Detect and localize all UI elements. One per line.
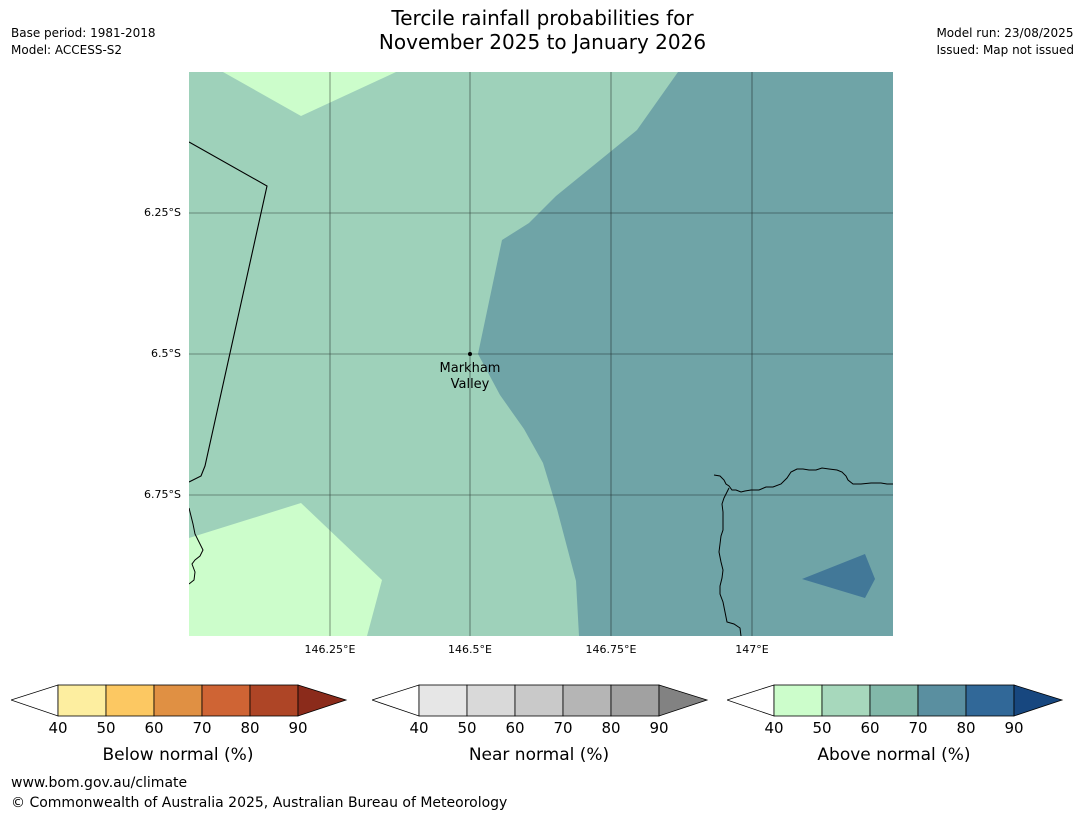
- colorbar-below-segment: [153, 684, 203, 717]
- colorbar-above-segment: [917, 684, 967, 717]
- map-panel: Markham Valley: [188, 72, 893, 637]
- colorbar-near-tick: 40: [409, 719, 429, 737]
- colorbar-near-segment: [418, 684, 468, 717]
- colorbar-above-segment: [821, 684, 871, 717]
- region-above-70-80: [802, 554, 875, 598]
- colorbar-above-tick: 40: [764, 719, 784, 737]
- colorbar-above-tick: 60: [860, 719, 880, 737]
- lat-label-6-75: 6.75°S: [144, 488, 181, 501]
- colorbar-near-tick: 80: [601, 719, 621, 737]
- colorbar-near-segment: [514, 684, 564, 717]
- header-left: Base period: 1981-2018 Model: ACCESS-S2: [11, 25, 156, 59]
- colorbar-above-label: Above normal (%): [817, 745, 971, 765]
- coastline-east: [713, 467, 893, 493]
- colorbar-below-segment: [105, 684, 155, 717]
- colorbar-above-segment: [965, 684, 1015, 717]
- colorbar-near-tick: 90: [649, 719, 669, 737]
- lon-label-146-25: 146.25°E: [304, 643, 356, 656]
- colorbar-below-tick: 40: [48, 719, 68, 737]
- colorbar-below-segment: [201, 684, 251, 717]
- colorbar-above-graphic: [725, 684, 1064, 717]
- colorbar-above-over-arrow: [1013, 684, 1064, 717]
- lat-label-6-25: 6.25°S: [144, 206, 181, 219]
- region-above-40-50-north: [223, 72, 396, 116]
- place-label-line-1: Markham: [440, 361, 501, 376]
- colorbar-above-tick: 80: [956, 719, 976, 737]
- header-right: Model run: 23/08/2025 Issued: Map not is…: [936, 25, 1074, 59]
- colorbar-near: [370, 684, 712, 720]
- footer-copyright: © Commonwealth of Australia 2025, Austra…: [11, 795, 508, 811]
- lon-label-146-5: 146.5°E: [448, 643, 492, 656]
- colorbar-above-tick: 90: [1004, 719, 1024, 737]
- map-canvas: Markham Valley: [188, 72, 893, 637]
- colorbar-below-tick: 80: [240, 719, 260, 737]
- colorbar-below-label: Below normal (%): [102, 745, 254, 765]
- title-line-2: November 2025 to January 2026: [378, 30, 707, 54]
- colorbar-near-segment: [466, 684, 516, 717]
- colorbar-above-under-arrow: [725, 684, 775, 717]
- colorbar-below-tick: 60: [144, 719, 164, 737]
- colorbar-above: [725, 684, 1067, 720]
- region-above-40-50-southwest: [189, 503, 382, 636]
- colorbar-above-tick: 50: [812, 719, 832, 737]
- lon-label-147: 147°E: [735, 643, 769, 656]
- colorbar-near-tick: 50: [457, 719, 477, 737]
- title-line-1: Tercile rainfall probabilities for: [391, 6, 694, 30]
- colorbar-near-tick: 70: [553, 719, 573, 737]
- colorbar-near-segment: [610, 684, 660, 717]
- lon-label-146-75: 146.75°E: [585, 643, 637, 656]
- colorbar-near-under-arrow: [370, 684, 420, 717]
- colorbar-below-tick: 90: [288, 719, 308, 737]
- place-label-line-2: Valley: [451, 377, 490, 392]
- colorbar-above-tick: 70: [908, 719, 928, 737]
- footer-url: www.bom.gov.au/climate: [11, 775, 188, 791]
- colorbar-below-under-arrow: [9, 684, 59, 717]
- boundary-line: [188, 141, 268, 483]
- colorbar-near-tick: 60: [505, 719, 525, 737]
- colorbar-above-segment: [773, 684, 823, 717]
- colorbar-below-tick: 50: [96, 719, 116, 737]
- colorbar-near-segment: [562, 684, 612, 717]
- coastline-gulf: [718, 487, 742, 637]
- colorbar-below-tick: 70: [192, 719, 212, 737]
- model-run: Model run: 23/08/2025: [936, 26, 1074, 40]
- base-period: Base period: 1981-2018: [11, 26, 156, 40]
- colorbar-near-graphic: [370, 684, 709, 717]
- colorbar-below-segment: [57, 684, 107, 717]
- colorbar-below-segment: [249, 684, 299, 717]
- coastline-west: [188, 507, 204, 585]
- model-name: Model: ACCESS-S2: [11, 43, 123, 57]
- map-title: Tercile rainfall probabilities for Novem…: [0, 6, 1085, 54]
- colorbar-above-segment: [869, 684, 919, 717]
- colorbar-below-over-arrow: [297, 684, 348, 717]
- lat-label-6-5: 6.5°S: [151, 347, 181, 360]
- location-marker: [468, 352, 472, 356]
- colorbar-near-over-arrow: [658, 684, 709, 717]
- colorbar-below: [9, 684, 351, 720]
- colorbar-below-graphic: [9, 684, 348, 717]
- issued-status: Issued: Map not issued: [936, 43, 1074, 57]
- colorbar-near-label: Near normal (%): [468, 745, 610, 765]
